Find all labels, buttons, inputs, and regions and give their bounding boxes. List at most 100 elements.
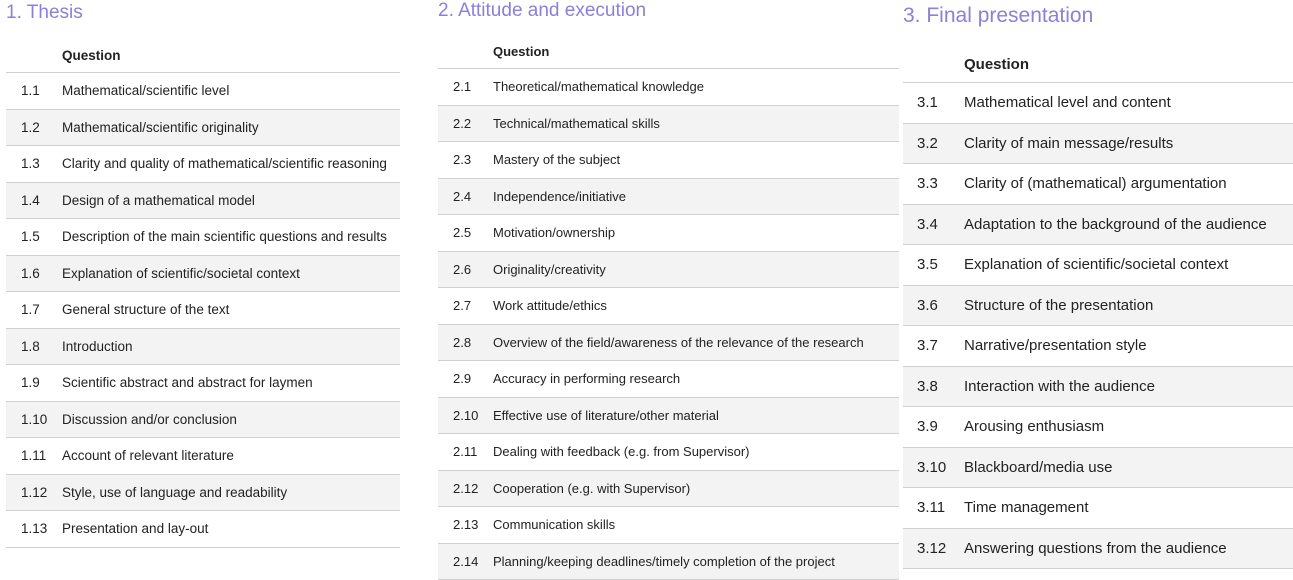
question-number: 1.6	[6, 255, 62, 292]
table-row: 2.11 Dealing with feedback (e.g. from Sup…	[438, 433, 899, 471]
table-row: 1.5 Description of the main scientific qu…	[6, 218, 400, 256]
question-number: 1.5	[6, 218, 62, 256]
table-row: 1.10 Discussion and/or conclusion	[6, 401, 400, 438]
table-row: 3.5 Explanation of scientific/societal co…	[903, 244, 1293, 286]
table-row: 1.3 Clarity and quality of mathematical/s…	[6, 145, 400, 183]
question-number: 3.1	[903, 82, 964, 124]
question-number: 3.7	[903, 325, 964, 367]
question-text: Planning/keeping deadlines/timely comple…	[493, 543, 899, 580]
table-row: 2.3 Mastery of the subject	[438, 141, 899, 179]
table-row: 2.1 Theoretical/mathematical knowledge	[438, 68, 899, 106]
question-text: Narrative/presentation style	[964, 325, 1293, 367]
question-number: 2.5	[438, 214, 493, 252]
question-text: Explanation of scientific/societal conte…	[62, 255, 400, 292]
question-text: Adaptation to the background of the audi…	[964, 204, 1293, 245]
question-number: 1.8	[6, 328, 62, 365]
question-text: Interaction with the audience	[964, 366, 1293, 407]
table-header-row: Question	[6, 39, 400, 73]
table-row: 2.4 Independence/initiative	[438, 178, 899, 215]
table-row: 3.10 Blackboard/media use	[903, 447, 1293, 488]
table-row: 2.7 Work attitude/ethics	[438, 287, 899, 325]
question-text: Introduction	[62, 328, 400, 365]
question-text: Mathematical/scientific originality	[62, 109, 400, 146]
table-row: 3.7 Narrative/presentation style	[903, 325, 1293, 367]
question-number: 2.4	[438, 178, 493, 215]
question-number: 2.12	[438, 470, 493, 507]
table-row: 3.11 Time management	[903, 487, 1293, 529]
table-row: 2.13 Communication skills	[438, 506, 899, 544]
number-column-header	[438, 35, 493, 69]
question-text: Accuracy in performing research	[493, 360, 899, 398]
question-number: 2.13	[438, 506, 493, 544]
question-text: Work attitude/ethics	[493, 287, 899, 325]
question-text: Discussion and/or conclusion	[62, 401, 400, 438]
section-title: 3. Final presentation	[903, 4, 1094, 27]
table-row: 1.13 Presentation and lay-out	[6, 510, 400, 548]
questions-table: Question 1.1 Mathematical/scientific leve…	[6, 39, 400, 548]
question-number: 1.7	[6, 291, 62, 329]
question-number: 2.11	[438, 433, 493, 471]
question-number: 1.12	[6, 474, 62, 511]
table-row: 1.7 General structure of the text	[6, 291, 400, 329]
question-text: Clarity of (mathematical) argumentation	[964, 163, 1293, 205]
question-number: 3.9	[903, 406, 964, 448]
table-row: 1.9 Scientific abstract and abstract for …	[6, 364, 400, 402]
table-row: 1.4 Design of a mathematical model	[6, 182, 400, 219]
section-title: 1. Thesis	[6, 2, 83, 23]
table-row: 2.6 Originality/creativity	[438, 251, 899, 288]
question-number: 1.1	[6, 72, 62, 110]
table-row: 3.3 Clarity of (mathematical) argumentati…	[903, 163, 1293, 205]
question-number: 3.11	[903, 487, 964, 529]
table-row: 1.2 Mathematical/scientific originality	[6, 109, 400, 146]
question-number: 2.1	[438, 68, 493, 106]
question-column-header: Question	[62, 39, 400, 73]
question-number: 2.7	[438, 287, 493, 325]
question-number: 3.12	[903, 528, 964, 569]
table-header-row: Question	[438, 35, 899, 69]
table-row: 3.4 Adaptation to the background of the a…	[903, 204, 1293, 245]
question-number: 3.2	[903, 123, 964, 164]
question-text: Blackboard/media use	[964, 447, 1293, 488]
question-text: Description of the main scientific quest…	[62, 218, 400, 256]
question-text: Answering questions from the audience	[964, 528, 1293, 569]
table-row: 2.5 Motivation/ownership	[438, 214, 899, 252]
table-row: 2.10 Effective use of literature/other ma…	[438, 397, 899, 434]
section-attitude-and-execution: 2. Attitude and execution Question 2.1 Th…	[438, 0, 899, 580]
question-text: Effective use of literature/other materi…	[493, 397, 899, 434]
question-number: 3.10	[903, 447, 964, 488]
question-column-header: Question	[493, 35, 899, 69]
question-text: Originality/creativity	[493, 251, 899, 288]
table-row: 3.1 Mathematical level and content	[903, 82, 1293, 124]
questions-table: Question 3.1 Mathematical level and conte…	[903, 46, 1293, 569]
table-row: 3.6 Structure of the presentation	[903, 285, 1293, 326]
number-column-header	[903, 46, 964, 83]
question-number: 3.4	[903, 204, 964, 245]
table-row: 2.14 Planning/keeping deadlines/timely co…	[438, 543, 899, 580]
question-number: 3.5	[903, 244, 964, 286]
question-text: Style, use of language and readability	[62, 474, 400, 511]
questions-table: Question 2.1 Theoretical/mathematical kno…	[438, 35, 899, 580]
question-column-header: Question	[964, 46, 1293, 83]
number-column-header	[6, 39, 62, 73]
question-text: Independence/initiative	[493, 178, 899, 215]
question-text: Overview of the field/awareness of the r…	[493, 324, 899, 361]
question-number: 2.9	[438, 360, 493, 398]
question-text: Design of a mathematical model	[62, 182, 400, 219]
table-row: 3.9 Arousing enthusiasm	[903, 406, 1293, 448]
question-number: 3.6	[903, 285, 964, 326]
question-text: Presentation and lay-out	[62, 510, 400, 548]
question-text: Communication skills	[493, 506, 899, 544]
question-number: 3.8	[903, 366, 964, 407]
question-text: Structure of the presentation	[964, 285, 1293, 326]
table-row: 3.12 Answering questions from the audienc…	[903, 528, 1293, 569]
question-number: 1.11	[6, 437, 62, 475]
question-text: Scientific abstract and abstract for lay…	[62, 364, 400, 402]
question-text: Arousing enthusiasm	[964, 406, 1293, 448]
question-number: 1.9	[6, 364, 62, 402]
question-number: 1.10	[6, 401, 62, 438]
question-text: Motivation/ownership	[493, 214, 899, 252]
section-thesis: 1. Thesis Question 1.1 Mathematical/scien…	[6, 0, 400, 548]
question-number: 1.13	[6, 510, 62, 548]
table-row: 2.2 Technical/mathematical skills	[438, 105, 899, 142]
question-text: Time management	[964, 487, 1293, 529]
